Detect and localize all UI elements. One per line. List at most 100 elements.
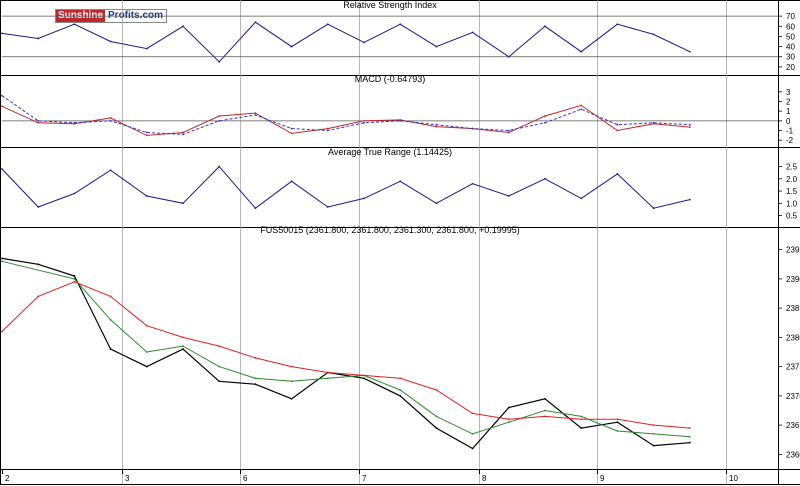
- data-point-1-1-1: [37, 119, 40, 122]
- y-tick-label-1-0: 3: [786, 88, 791, 97]
- data-point-2-0-10: [363, 197, 365, 200]
- data-point-2-0-9: [326, 206, 329, 208]
- y-tick-label-1-1: 2: [786, 97, 791, 106]
- data-point-3-2-16: [580, 418, 583, 421]
- y-tick-label-3-1: 2390: [786, 275, 800, 284]
- data-point-3-0-15: [544, 397, 546, 400]
- y-tick-label-1-2: 1: [786, 107, 791, 116]
- data-point-0-0-6: [218, 60, 221, 63]
- data-point-1-1-5: [182, 133, 184, 136]
- data-point-3-1-0: [1, 260, 3, 263]
- data-point-3-2-17: [616, 418, 619, 421]
- data-point-3-0-2: [73, 275, 76, 277]
- x-tick-label-2: 6: [243, 474, 248, 483]
- data-point-0-0-3: [109, 40, 112, 43]
- data-point-3-2-10: [363, 374, 365, 377]
- data-point-3-2-2: [73, 280, 76, 283]
- data-point-3-0-19: [688, 441, 691, 444]
- data-point-1-0-7: [254, 112, 257, 114]
- data-point-0-0-8: [290, 45, 293, 48]
- data-point-2-0-13: [471, 182, 474, 185]
- x-tick-label-4: 8: [482, 474, 487, 483]
- y-tick-label-3-3: 2380: [786, 333, 800, 342]
- data-point-3-2-19: [688, 427, 691, 429]
- data-point-2-0-11: [399, 180, 402, 183]
- data-point-3-2-7: [254, 356, 257, 359]
- data-point-0-0-15: [544, 25, 546, 28]
- data-point-1-1-0: [1, 94, 3, 97]
- data-point-1-1-19: [688, 123, 691, 126]
- data-point-0-0-14: [507, 55, 510, 58]
- y-tick-label-3-4: 2375: [786, 363, 800, 372]
- y-tick-label-2-0: 2.5: [786, 163, 798, 172]
- data-point-2-0-19: [688, 198, 691, 201]
- y-tick-label-2-4: 0.5: [786, 212, 798, 221]
- data-point-3-0-5: [182, 348, 184, 350]
- data-point-3-1-5: [218, 365, 221, 368]
- data-point-1-0-16: [580, 104, 583, 107]
- sunshine-profits-logo: Sunshine Profits.com: [55, 9, 168, 23]
- series-line-3-0: [1, 257, 690, 450]
- data-point-0-0-7: [254, 21, 257, 24]
- data-point-2-0-8: [290, 180, 293, 183]
- y-tick-label-3-2: 2385: [786, 304, 800, 313]
- panel-title-3: FUS50015 (2361.800, 2361.800, 2361.300, …: [260, 225, 519, 235]
- y-tick-label-2-2: 1.5: [786, 187, 798, 196]
- data-point-1-1-12: [435, 123, 438, 126]
- y-tick-label-1-3: 0: [786, 117, 791, 126]
- series-line-3-2: [1, 281, 690, 429]
- y-tick-label-0-1: 60: [786, 22, 795, 31]
- y-tick-label-3-5: 2370: [786, 392, 800, 401]
- data-point-3-2-12: [435, 389, 438, 391]
- data-point-3-0-13: [471, 447, 474, 450]
- data-point-3-1-7: [290, 380, 293, 383]
- y-tick-label-3-0: 2395: [786, 246, 800, 255]
- data-point-3-1-13: [507, 421, 510, 424]
- data-point-1-1-18: [652, 121, 655, 124]
- data-point-3-1-11: [435, 415, 438, 418]
- data-point-1-0-3: [109, 117, 112, 119]
- y-tick-label-1-4: -1: [786, 127, 794, 136]
- data-point-0-0-18: [652, 33, 655, 36]
- data-point-3-1-18: [688, 435, 691, 438]
- data-point-1-0-8: [290, 132, 293, 135]
- data-point-3-0-7: [254, 383, 257, 386]
- data-point-3-0-10: [363, 377, 365, 380]
- data-point-3-0-16: [580, 427, 583, 429]
- data-point-3-0-12: [435, 427, 438, 429]
- series-line-3-1: [1, 260, 690, 438]
- data-point-3-2-8: [290, 365, 293, 368]
- data-point-3-1-1: [73, 277, 76, 280]
- data-point-2-0-5: [182, 202, 184, 205]
- data-point-3-2-5: [182, 336, 184, 339]
- data-point-3-0-1: [37, 263, 40, 266]
- x-tick-label-1: 3: [125, 474, 130, 483]
- data-point-3-1-2: [109, 318, 112, 321]
- data-point-1-1-11: [399, 119, 402, 122]
- data-point-3-0-18: [652, 444, 655, 447]
- data-point-1-1-6: [218, 119, 221, 122]
- data-point-0-0-11: [399, 23, 402, 26]
- data-point-2-0-16: [580, 197, 583, 200]
- data-point-3-2-6: [218, 345, 221, 348]
- data-point-0-0-1: [37, 37, 40, 40]
- y-tick-label-0-5: 20: [786, 63, 795, 72]
- data-point-2-0-15: [544, 177, 546, 180]
- data-point-2-0-6: [218, 165, 221, 168]
- data-point-2-0-4: [145, 195, 148, 197]
- data-point-2-0-3: [109, 169, 112, 172]
- data-point-3-2-3: [109, 295, 112, 298]
- series-line-2-0: [1, 165, 690, 209]
- panel-title-0: Relative Strength Index: [343, 0, 437, 10]
- y-tick-label-3-6: 2365: [786, 421, 800, 430]
- data-point-1-0-4: [145, 134, 148, 137]
- data-point-1-1-7: [254, 114, 257, 116]
- data-point-0-0-13: [471, 31, 474, 34]
- data-point-3-1-3: [145, 351, 148, 353]
- data-point-3-0-0: [1, 257, 3, 260]
- data-point-3-0-8: [290, 397, 293, 400]
- data-point-1-1-9: [326, 129, 329, 132]
- data-point-2-0-17: [616, 173, 619, 175]
- data-point-3-1-12: [471, 433, 474, 435]
